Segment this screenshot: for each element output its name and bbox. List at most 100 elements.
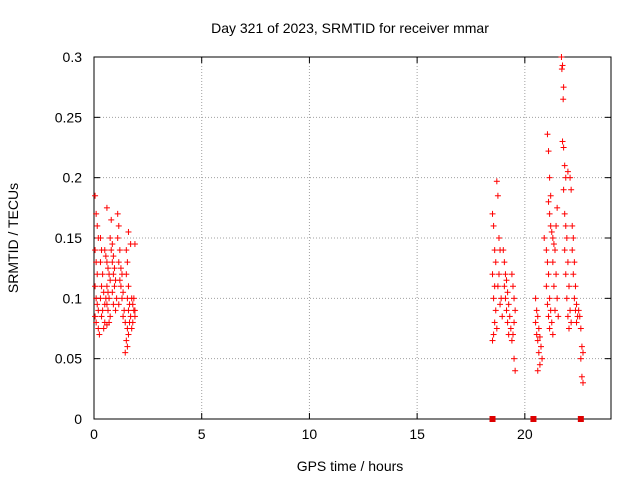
- data-point: [131, 307, 138, 314]
- data-point: [544, 131, 551, 138]
- data-point: [494, 192, 501, 199]
- data-point: [489, 337, 496, 344]
- data-point: [545, 271, 552, 278]
- data-point: [103, 321, 110, 328]
- data-point: [116, 247, 123, 254]
- data-point: [505, 301, 512, 308]
- data-point: [558, 66, 565, 73]
- data-point: [491, 247, 498, 254]
- data-point: [511, 319, 518, 326]
- data-point: [550, 283, 557, 290]
- data-point: [99, 307, 106, 314]
- data-point: [92, 313, 99, 320]
- x-tick-label: 0: [90, 426, 98, 442]
- data-point: [561, 210, 568, 217]
- data-point: [120, 313, 127, 320]
- data-point: [93, 210, 100, 217]
- data-point: [503, 307, 510, 314]
- data-point: [550, 241, 557, 248]
- data-point: [92, 283, 99, 290]
- data-point: [125, 307, 132, 314]
- data-point: [123, 271, 130, 278]
- data-point: [546, 295, 553, 302]
- data-point: [559, 62, 566, 69]
- data-point: [575, 307, 582, 314]
- data-point: [562, 271, 569, 278]
- y-tick-label: 0.2: [63, 170, 83, 186]
- x-tick-label: 20: [517, 426, 533, 442]
- data-point: [569, 222, 576, 229]
- data-point: [103, 204, 110, 211]
- gap-markers: [489, 416, 584, 422]
- data-point: [506, 313, 513, 320]
- data-point: [128, 325, 135, 332]
- data-point: [94, 271, 101, 278]
- data-point: [109, 241, 116, 248]
- data-point: [489, 210, 496, 217]
- gap-marker: [489, 416, 496, 422]
- data-point: [111, 265, 118, 272]
- data-point: [536, 361, 543, 368]
- data-point: [532, 319, 539, 326]
- data-point: [546, 174, 553, 181]
- data-point: [573, 319, 580, 326]
- data-point: [547, 222, 554, 229]
- data-point: [117, 283, 124, 290]
- data-point: [545, 148, 552, 155]
- x-tick-label: 5: [198, 426, 206, 442]
- data-point: [578, 373, 585, 380]
- data-point: [536, 333, 543, 340]
- data-point: [102, 253, 109, 260]
- y-tick-label: 0.05: [55, 351, 82, 367]
- data-point: [94, 301, 101, 308]
- data-points: [92, 54, 586, 386]
- data-point: [110, 271, 117, 278]
- data-point: [570, 271, 577, 278]
- data-point: [131, 313, 138, 320]
- data-point: [504, 289, 511, 296]
- data-point: [507, 325, 514, 332]
- chart-title: Day 321 of 2023, SRMTID for receiver mma…: [211, 20, 489, 36]
- data-point: [115, 259, 122, 266]
- data-point: [564, 168, 571, 175]
- data-point: [493, 325, 500, 332]
- data-point: [124, 259, 131, 266]
- data-point: [551, 307, 558, 314]
- data-point: [549, 235, 556, 241]
- data-point: [579, 349, 586, 356]
- data-point: [495, 235, 502, 241]
- data-point: [123, 247, 130, 254]
- data-point: [549, 331, 556, 338]
- data-point: [534, 313, 541, 320]
- data-point: [112, 307, 119, 314]
- data-point: [533, 307, 540, 314]
- data-point: [103, 259, 110, 266]
- data-point: [110, 301, 117, 308]
- data-point: [571, 295, 578, 302]
- data-point: [490, 222, 497, 229]
- data-point: [502, 271, 509, 278]
- data-point: [576, 313, 583, 320]
- data-point: [539, 355, 546, 362]
- data-point: [543, 283, 550, 290]
- data-point: [98, 283, 105, 290]
- data-point: [97, 259, 104, 266]
- data-point: [571, 259, 578, 266]
- data-point: [125, 331, 132, 338]
- data-point: [563, 235, 570, 241]
- y-tick-label: 0.25: [55, 109, 82, 125]
- data-point: [92, 247, 99, 254]
- data-point: [558, 54, 565, 60]
- data-point: [129, 319, 136, 326]
- data-point: [572, 283, 579, 290]
- data-point: [125, 228, 132, 235]
- data-point: [546, 210, 553, 217]
- data-point: [129, 301, 136, 308]
- data-point: [567, 174, 574, 181]
- y-tick-label: 0.15: [55, 230, 82, 246]
- data-point: [130, 295, 137, 302]
- data-point: [501, 259, 508, 266]
- data-point: [570, 235, 577, 241]
- data-point: [497, 301, 504, 308]
- data-point: [578, 343, 585, 350]
